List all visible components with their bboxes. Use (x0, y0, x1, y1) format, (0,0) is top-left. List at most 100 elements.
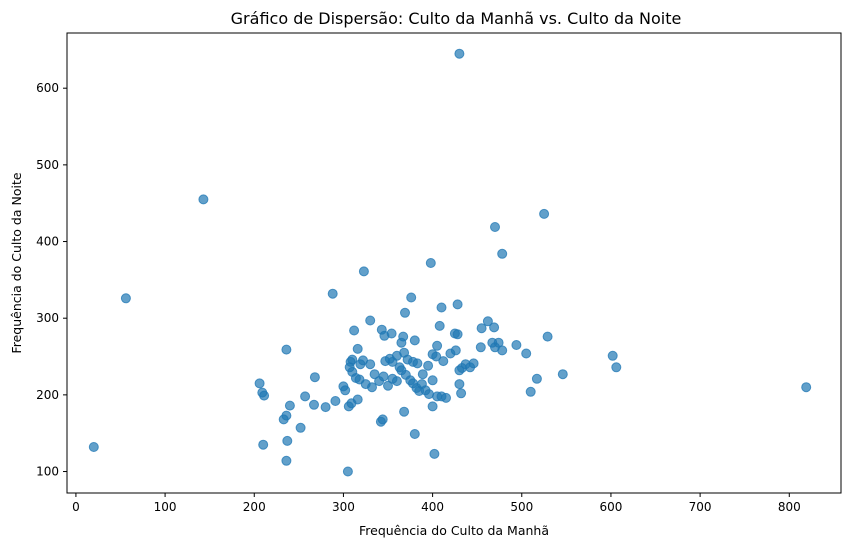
data-point (441, 392, 451, 403)
data-point (542, 331, 553, 342)
x-axis-label: Frequência do Culto da Manhã (359, 523, 549, 538)
y-tick-label: 500 (36, 158, 59, 172)
data-point (352, 394, 363, 405)
data-point (369, 369, 380, 380)
data-point (525, 386, 536, 397)
data-point (454, 379, 465, 390)
plot-frame (66, 32, 842, 494)
y-tick-label: 600 (36, 81, 59, 95)
data-point (449, 328, 460, 339)
data-point (423, 360, 434, 371)
data-point (383, 380, 393, 391)
data-point (454, 48, 465, 59)
data-point (258, 439, 269, 450)
data-point (281, 344, 292, 355)
data-point (452, 299, 463, 310)
data-point (454, 365, 465, 376)
data-point (409, 429, 420, 439)
data-point (409, 335, 420, 346)
data-point (468, 358, 479, 369)
data-point (450, 345, 461, 356)
data-point (281, 455, 292, 466)
x-axis-ticks: 0 100 200 300 400 500 600 700 800 (72, 493, 801, 514)
data-point (406, 292, 417, 303)
data-point (284, 400, 295, 411)
data-point (611, 362, 622, 373)
data-point (412, 358, 423, 369)
y-tick-label: 200 (36, 388, 59, 402)
data-point (400, 307, 410, 318)
data-point (327, 288, 338, 299)
data-point (367, 382, 377, 393)
data-point (490, 222, 500, 232)
data-point (358, 266, 369, 277)
data-point (349, 325, 360, 336)
data-point (531, 373, 542, 384)
data-point (330, 396, 341, 406)
y-tick-label: 300 (36, 311, 59, 325)
data-point (198, 194, 209, 205)
data-point (489, 322, 500, 333)
data-point (377, 414, 388, 425)
data-point (434, 320, 445, 331)
data-point (431, 351, 442, 362)
data-point (427, 375, 438, 386)
x-tick-label: 700 (689, 500, 712, 514)
data-point (254, 378, 265, 389)
data-point (539, 208, 550, 219)
data-point (438, 356, 449, 367)
x-tick-label: 800 (778, 500, 801, 514)
data-point (511, 340, 522, 350)
data-point (300, 391, 311, 402)
data-point (424, 389, 434, 400)
data-point (475, 342, 486, 353)
data-point (417, 369, 428, 380)
data-point (521, 348, 532, 359)
data-point (365, 315, 376, 326)
data-point (607, 350, 618, 361)
data-point (482, 316, 493, 327)
data-point (436, 302, 447, 313)
data-point (259, 390, 270, 401)
x-tick-label: 200 (243, 500, 266, 514)
data-point (120, 293, 131, 304)
data-point (282, 435, 293, 446)
data-point (557, 369, 568, 380)
data-point (386, 328, 397, 339)
data-point (391, 376, 402, 387)
y-tick-label: 100 (36, 465, 59, 479)
data-point (278, 414, 289, 425)
data-point (378, 371, 389, 382)
data-point (340, 385, 351, 396)
x-tick-label: 100 (154, 500, 177, 514)
data-point (497, 345, 508, 356)
data-points-group (88, 48, 812, 477)
data-point (352, 343, 363, 354)
data-point (396, 337, 407, 348)
x-tick-label: 400 (421, 500, 444, 514)
data-point (429, 448, 440, 459)
data-point (320, 402, 331, 413)
data-point (365, 359, 376, 370)
x-tick-label: 300 (332, 500, 355, 514)
x-tick-label: 500 (510, 500, 533, 514)
data-point (309, 372, 320, 383)
data-point (399, 406, 410, 417)
data-point (295, 422, 306, 433)
y-tick-label: 400 (36, 235, 59, 249)
data-point (497, 248, 508, 259)
x-tick-label: 600 (599, 500, 622, 514)
data-point (88, 442, 99, 452)
data-point (801, 382, 812, 393)
data-point (309, 399, 319, 410)
chart-title: Gráfico de Dispersão: Culto da Manhã vs.… (231, 9, 682, 28)
y-axis-label: Frequência do Culto da Noite (9, 172, 24, 353)
x-tick-label: 0 (72, 500, 80, 514)
data-point (476, 323, 487, 334)
data-point (425, 258, 436, 268)
data-point (427, 401, 438, 412)
data-point (342, 466, 353, 477)
y-axis-ticks: 100 200 300 400 500 600 (36, 81, 67, 479)
